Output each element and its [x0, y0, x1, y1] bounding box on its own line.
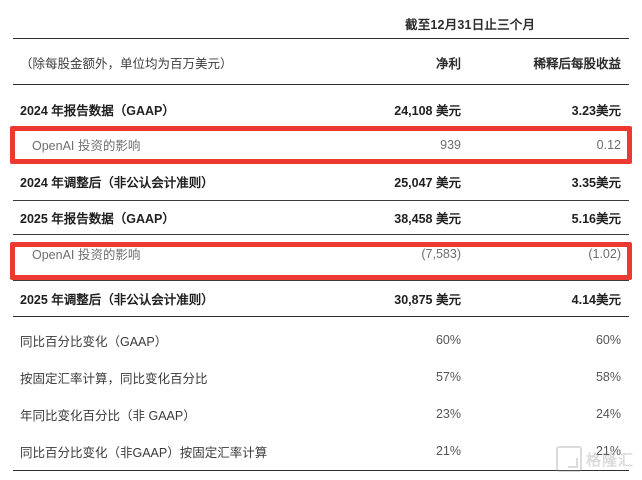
table-row: OpenAI 投资的影响 (7,583) (1.02) — [0, 235, 642, 272]
column-header-net-income: 净利 — [435, 56, 461, 71]
row-diluted-eps: 58% — [595, 370, 621, 384]
row-net-income: 24,108 美元 — [394, 104, 461, 118]
row-net-income: 38,458 美元 — [394, 212, 461, 226]
row-label: 同比百分比变化（非GAAP）按固定汇率计算 — [20, 445, 268, 460]
row-diluted-eps: 3.23美元 — [571, 104, 621, 118]
row-label: 年同比变化百分比（非 GAAP） — [20, 408, 196, 423]
row-label: 2025 年调整后（非公认会计准则） — [20, 292, 214, 307]
table-row: 同比百分比变化（非GAAP）按固定汇率计算 21% 21% — [0, 433, 642, 469]
row-diluted-eps: 4.14美元 — [571, 292, 621, 307]
row-net-income: 21% — [435, 444, 461, 458]
column-header-diluted-eps: 稀释后每股收益 — [533, 56, 621, 71]
column-header-rule — [13, 84, 629, 85]
row-diluted-eps: 3.35美元 — [571, 175, 621, 190]
row-diluted-eps: (1.02) — [588, 246, 621, 261]
row-label: 2024 年报告数据（GAAP） — [20, 104, 175, 118]
column-header-units: （除每股金额外，单位均为百万美元） — [20, 56, 233, 71]
row-diluted-eps: 24% — [595, 407, 621, 421]
row-net-income: 939 — [440, 137, 461, 152]
row-net-income: (7,583) — [421, 246, 461, 261]
table-row: 2025 年报告数据（GAAP） 38,458 美元 5.16美元 — [0, 201, 642, 234]
row-rule — [13, 200, 629, 201]
table-row: 同比百分比变化（GAAP） 60% 60% — [0, 322, 642, 358]
row-rule — [13, 234, 629, 235]
table-row: 2025 年调整后（非公认会计准则） 30,875 美元 4.14美元 — [0, 281, 642, 315]
row-label: 2024 年调整后（非公认会计准则） — [20, 175, 214, 190]
gelonghui-logo-icon — [555, 446, 582, 472]
row-diluted-eps: 21% — [595, 444, 621, 458]
row-rule — [13, 280, 629, 281]
table-row: OpenAI 投资的影响 939 0.12 — [0, 127, 642, 162]
row-net-income: 30,875 美元 — [394, 292, 461, 307]
row-net-income: 60% — [435, 333, 461, 347]
row-label: 同比百分比变化（GAAP） — [20, 334, 168, 349]
row-diluted-eps: 60% — [595, 333, 621, 347]
row-label: 2025 年报告数据（GAAP） — [20, 212, 175, 226]
table-bottom-rule — [13, 470, 629, 471]
row-label: 按固定汇率计算，同比变化百分比 — [20, 371, 208, 386]
table-row: 2024 年报告数据（GAAP） 24,108 美元 3.23美元 — [0, 93, 642, 126]
percent-section-rule — [13, 316, 629, 317]
table-row: 2024 年调整后（非公认会计准则） 25,047 美元 3.35美元 — [0, 163, 642, 199]
watermark-text: 格隆汇 — [585, 451, 634, 469]
table-top-rule — [13, 38, 629, 39]
row-label: OpenAI 投资的影响 — [32, 248, 141, 262]
row-label: OpenAI 投资的影响 — [32, 139, 141, 153]
row-net-income: 23% — [435, 407, 461, 421]
table-row: 年同比变化百分比（非 GAAP） 23% 24% — [0, 396, 642, 432]
row-net-income: 57% — [435, 370, 461, 384]
row-diluted-eps: 0.12 — [596, 137, 621, 152]
row-diluted-eps: 5.16美元 — [571, 212, 621, 226]
watermark: 格隆汇 — [555, 446, 634, 472]
period-header: 截至12月31日止三个月 — [405, 18, 536, 32]
row-net-income: 25,047 美元 — [394, 175, 461, 190]
table-row: 按固定汇率计算，同比变化百分比 57% 58% — [0, 359, 642, 395]
